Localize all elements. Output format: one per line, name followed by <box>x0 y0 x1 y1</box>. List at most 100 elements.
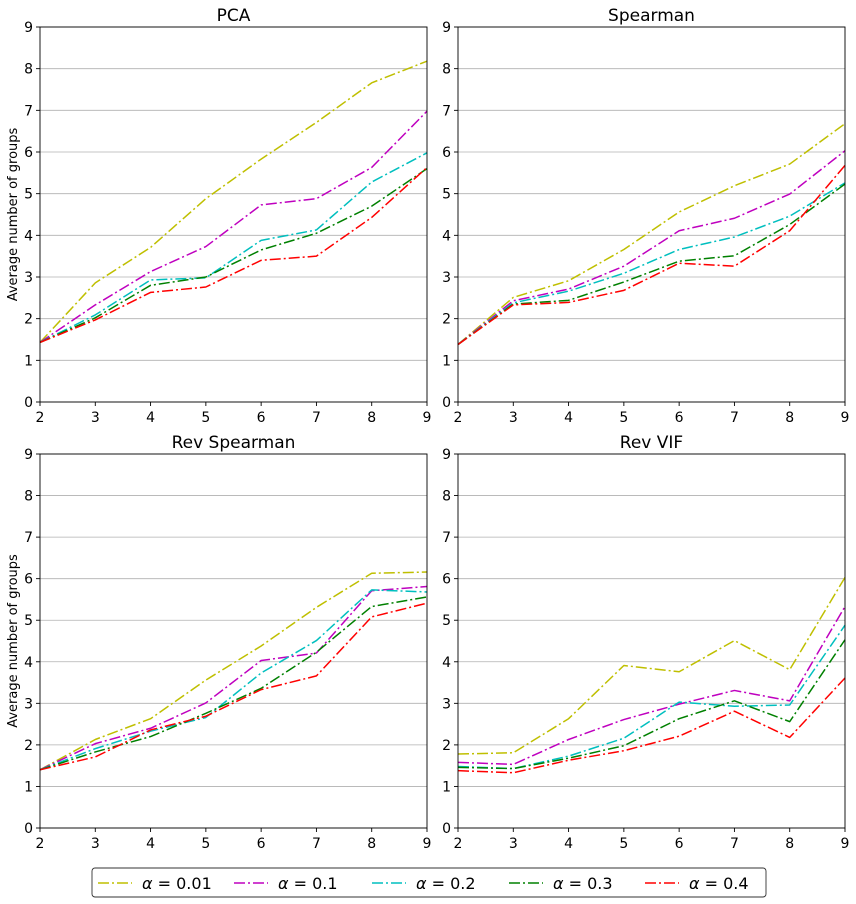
axes-frame <box>457 26 846 403</box>
x-tick-label: 9 <box>841 836 850 852</box>
legend-value: = 0.3 <box>564 874 613 893</box>
chart-panel-2: 2 3 4 5 6 7 8 9 0 1 2 3 4 5 6 7 8 9 Spearman <box>442 6 849 426</box>
legend-value: = 0.2 <box>427 874 476 893</box>
x-tick-label: 7 <box>312 836 321 852</box>
legend-label: α = 0.3 <box>553 874 613 893</box>
y-tick-label: 0 <box>442 395 451 411</box>
series-line-1 <box>457 577 846 755</box>
chart-title: PCA <box>217 6 251 26</box>
x-tick-label: 3 <box>509 836 518 852</box>
y-tick-label: 1 <box>24 353 33 369</box>
x-tick-label: 6 <box>257 836 266 852</box>
y-tick-label: 2 <box>24 312 33 328</box>
y-tick-label: 5 <box>442 613 451 629</box>
legend-value: = 0.1 <box>289 874 338 893</box>
x-tick-label: 3 <box>91 836 100 852</box>
x-tick-label: 5 <box>201 410 210 426</box>
y-tick-label: 8 <box>442 489 451 505</box>
y-tick-label: 1 <box>442 779 451 795</box>
series-line-4 <box>39 168 428 344</box>
y-tick-label: 4 <box>24 655 33 671</box>
y-axis-label: Average number of groups <box>6 554 21 728</box>
x-tick-label: 6 <box>675 836 684 852</box>
x-tick-label: 6 <box>257 410 266 426</box>
series-line-2 <box>39 585 428 771</box>
x-tick-label: 9 <box>423 410 432 426</box>
y-tick-label: 4 <box>442 228 451 244</box>
chart-title: Rev VIF <box>620 433 683 453</box>
chart-panel-3: 2 3 4 5 6 7 8 9 0 1 2 3 4 5 6 7 8 9 Rev Spearman Average nu… <box>6 433 431 852</box>
y-tick-label: 8 <box>24 489 33 505</box>
chart-title: Rev Spearman <box>172 433 296 453</box>
y-tick-label: 4 <box>24 228 33 244</box>
legend-entry-2: α = 0.1 <box>234 874 338 893</box>
x-tick-label: 5 <box>619 836 628 852</box>
x-tick-label: 2 <box>36 836 45 852</box>
x-tick-label: 7 <box>730 836 739 852</box>
y-tick-label: 8 <box>442 62 451 78</box>
y-axis-label: Average number of groups <box>6 127 21 301</box>
x-tick-label: 3 <box>91 410 100 426</box>
y-tick-label: 7 <box>442 103 451 119</box>
legend-entry-5: α = 0.4 <box>645 874 749 893</box>
series-line-4 <box>39 596 428 771</box>
y-tick-label: 7 <box>442 530 451 546</box>
x-tick-label: 9 <box>841 410 850 426</box>
y-tick-label: 2 <box>442 312 451 328</box>
y-tick-label: 0 <box>24 821 33 837</box>
x-tick-label: 2 <box>454 836 463 852</box>
series-line-4 <box>457 639 846 770</box>
y-tick-label: 6 <box>442 145 451 161</box>
series-line-1 <box>457 123 846 346</box>
x-tick-label: 5 <box>201 836 210 852</box>
legend-label: α = 0.01 <box>142 874 212 893</box>
series-line-5 <box>39 166 428 344</box>
series-line-4 <box>457 183 846 346</box>
y-tick-label: 9 <box>442 20 451 36</box>
axes-frame <box>457 453 846 829</box>
chart-panel-1: 2 3 4 5 6 7 8 9 0 1 2 3 4 5 6 7 8 9 PCA Average number of g… <box>6 6 431 426</box>
x-tick-label: 2 <box>454 410 463 426</box>
legend-symbol: α <box>142 874 153 893</box>
legend-label: α = 0.4 <box>689 874 749 893</box>
legend-entry-4: α = 0.3 <box>509 874 613 893</box>
series-line-5 <box>39 602 428 771</box>
y-tick-label: 7 <box>24 530 33 546</box>
y-tick-label: 3 <box>442 270 451 286</box>
y-tick-label: 6 <box>442 572 451 588</box>
y-tick-label: 9 <box>442 447 451 463</box>
y-tick-label: 4 <box>442 655 451 671</box>
legend-symbol: α <box>689 874 700 893</box>
legend-entry-1: α = 0.01 <box>98 874 212 893</box>
legend-label: α = 0.2 <box>416 874 476 893</box>
series-line-1 <box>39 60 428 343</box>
y-tick-label: 1 <box>442 353 451 369</box>
x-tick-label: 4 <box>146 410 155 426</box>
y-tick-label: 6 <box>24 145 33 161</box>
x-tick-label: 5 <box>619 410 628 426</box>
y-tick-label: 3 <box>442 696 451 712</box>
series-line-5 <box>457 164 846 346</box>
y-tick-label: 6 <box>24 572 33 588</box>
y-tick-label: 5 <box>442 187 451 203</box>
x-tick-label: 7 <box>312 410 321 426</box>
x-tick-label: 8 <box>367 836 376 852</box>
legend-symbol: α <box>278 874 289 893</box>
series-line-2 <box>39 110 428 344</box>
x-tick-label: 2 <box>36 410 45 426</box>
series-line-2 <box>457 150 846 346</box>
series-line-3 <box>39 152 428 344</box>
legend: α = 0.01 α = 0.1 α = 0.2 α = 0.3 α = 0.4 <box>91 867 767 898</box>
y-tick-label: 3 <box>24 270 33 286</box>
series-line-3 <box>39 589 428 771</box>
y-tick-label: 2 <box>24 738 33 754</box>
series-line-1 <box>39 571 428 771</box>
x-tick-label: 3 <box>509 410 518 426</box>
legend-value: = 0.01 <box>153 874 212 893</box>
legend-frame <box>91 867 767 898</box>
y-tick-label: 0 <box>442 821 451 837</box>
series-line-3 <box>457 624 846 770</box>
axes-frame <box>39 26 428 403</box>
y-tick-label: 5 <box>24 613 33 629</box>
y-tick-label: 0 <box>24 395 33 411</box>
